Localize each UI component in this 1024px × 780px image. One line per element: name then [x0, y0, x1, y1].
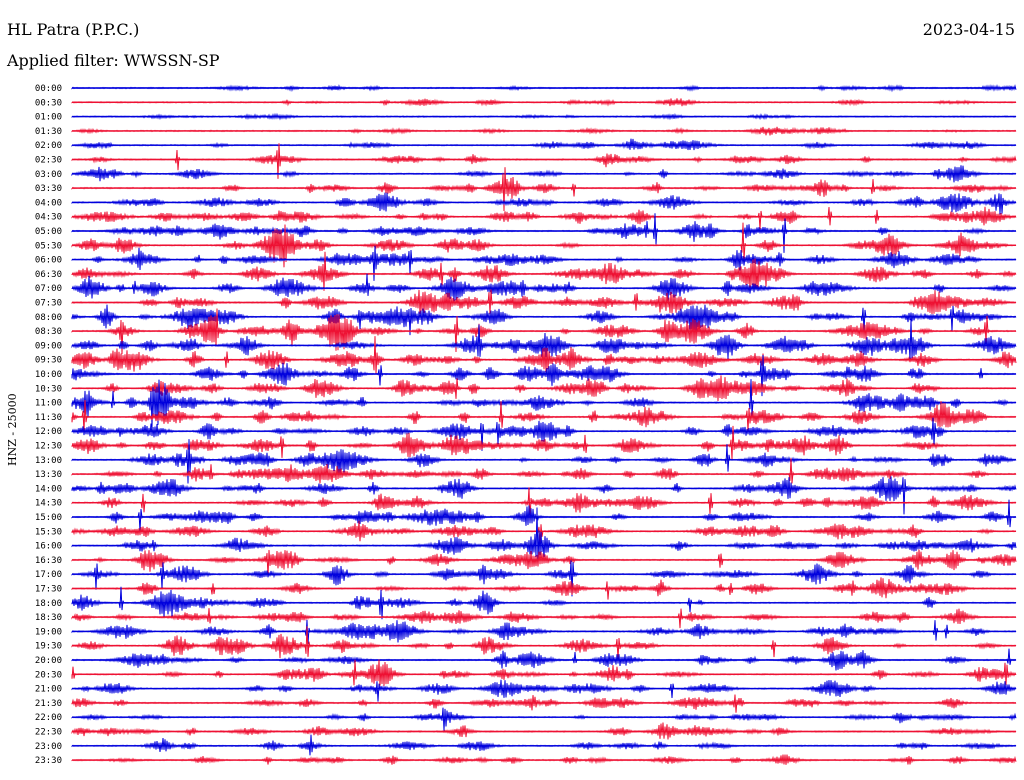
time-label-0000: 00:00	[35, 84, 62, 94]
time-label-1100: 11:00	[35, 399, 62, 409]
filter-label: Applied filter: WWSSN-SP	[7, 51, 220, 70]
time-label-0300: 03:00	[35, 170, 62, 180]
time-label-group: 00:00 00:30 01:00 01:30 02:00 02:30 03:00 03:30…	[35, 84, 62, 766]
time-label-0730: 07:30	[35, 299, 62, 309]
trace-0400	[71, 192, 1017, 215]
time-label-1630: 16:30	[35, 556, 62, 566]
time-label-0130: 01:30	[35, 127, 62, 137]
time-label-2030: 20:30	[35, 670, 62, 680]
time-label-1230: 12:30	[35, 442, 62, 452]
trace-2100	[71, 679, 1017, 702]
trace-1830	[71, 608, 1017, 629]
time-label-1200: 12:00	[35, 427, 62, 437]
time-label-0700: 07:00	[35, 284, 62, 294]
time-label-2300: 23:00	[35, 742, 62, 752]
time-label-0530: 05:30	[35, 241, 62, 251]
time-label-0600: 06:00	[35, 256, 62, 266]
time-label-0500: 05:00	[35, 227, 62, 237]
station-title: HL Patra (P.P.C.)	[7, 20, 140, 39]
trace-2300	[71, 734, 1017, 756]
time-label-1730: 17:30	[35, 585, 62, 595]
date-label: 2023-04-15	[922, 20, 1015, 39]
time-label-1400: 14:00	[35, 484, 62, 494]
time-label-1700: 17:00	[35, 570, 62, 580]
time-label-0100: 01:00	[35, 113, 62, 123]
time-label-1530: 15:30	[35, 527, 62, 537]
trace-0630	[71, 251, 1017, 291]
time-label-2130: 21:30	[35, 699, 62, 709]
time-label-0930: 09:30	[35, 356, 62, 366]
time-label-0900: 09:00	[35, 341, 62, 351]
time-label-1030: 10:30	[35, 384, 62, 394]
time-label-1830: 18:30	[35, 613, 62, 623]
time-label-1600: 16:00	[35, 542, 62, 552]
time-label-2330: 23:30	[35, 756, 62, 766]
time-label-2000: 20:00	[35, 656, 62, 666]
time-label-1000: 10:00	[35, 370, 62, 380]
trace-1530	[71, 520, 1017, 546]
time-label-2230: 22:30	[35, 728, 62, 738]
trace-1400	[71, 476, 1017, 515]
time-label-1430: 14:30	[35, 499, 62, 509]
trace-group	[71, 84, 1017, 765]
time-label-1930: 19:30	[35, 642, 62, 652]
time-label-1130: 11:30	[35, 413, 62, 423]
time-label-1800: 18:00	[35, 599, 62, 609]
trace-2200	[71, 707, 1017, 731]
time-label-2200: 22:00	[35, 713, 62, 723]
time-label-1900: 19:00	[35, 627, 62, 637]
time-label-1300: 13:00	[35, 456, 62, 466]
time-label-1500: 15:00	[35, 513, 62, 523]
time-label-1330: 13:30	[35, 470, 62, 480]
time-label-0230: 02:30	[35, 156, 62, 166]
time-label-0800: 08:00	[35, 313, 62, 323]
time-label-2100: 21:00	[35, 685, 62, 695]
time-label-0830: 08:30	[35, 327, 62, 337]
time-label-0430: 04:30	[35, 213, 62, 223]
time-label-0330: 03:30	[35, 184, 62, 194]
time-label-0400: 04:00	[35, 198, 62, 208]
time-label-0630: 06:30	[35, 270, 62, 280]
trace-0200	[71, 138, 1017, 151]
time-label-0030: 00:30	[35, 98, 62, 108]
trace-1330	[71, 458, 1017, 484]
time-label-0200: 02:00	[35, 141, 62, 151]
